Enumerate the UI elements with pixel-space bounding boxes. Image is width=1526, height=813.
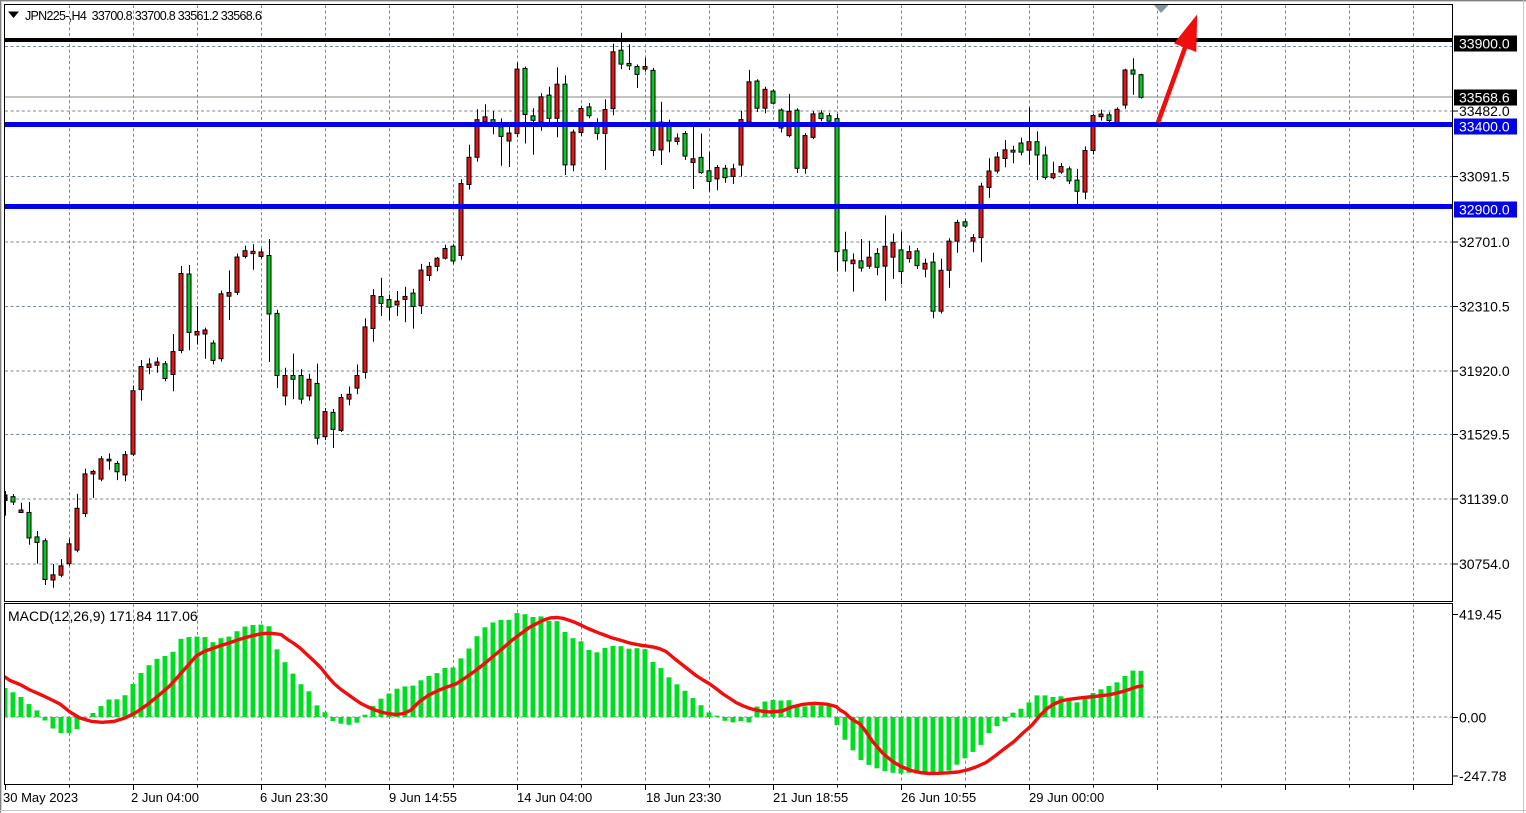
svg-text:MACD(12,26,9) 171.84 117.06: MACD(12,26,9) 171.84 117.06: [8, 608, 198, 624]
svg-text:9 Jun 14:55: 9 Jun 14:55: [389, 790, 457, 805]
svg-text:-247.78: -247.78: [1459, 768, 1507, 784]
svg-text:0.00: 0.00: [1459, 710, 1486, 726]
svg-text:29 Jun 00:00: 29 Jun 00:00: [1029, 790, 1104, 805]
svg-text:33091.5: 33091.5: [1459, 169, 1510, 185]
svg-text:33400.0: 33400.0: [1459, 119, 1510, 135]
svg-text:419.45: 419.45: [1459, 607, 1502, 623]
svg-text:32900.0: 32900.0: [1459, 202, 1510, 218]
svg-text:32310.5: 32310.5: [1459, 299, 1510, 315]
svg-text:31920.0: 31920.0: [1459, 363, 1510, 379]
svg-text:JPN225-,H4 33700.8 33700.8 33: JPN225-,H4 33700.8 33700.8 33561.2 33568…: [25, 9, 262, 23]
svg-text:2 Jun 04:00: 2 Jun 04:00: [131, 790, 199, 805]
svg-text:31529.5: 31529.5: [1459, 427, 1510, 443]
svg-text:30754.0: 30754.0: [1459, 556, 1510, 572]
svg-text:30 May 2023: 30 May 2023: [3, 790, 78, 805]
svg-text:21 Jun 18:55: 21 Jun 18:55: [773, 790, 848, 805]
svg-text:32701.0: 32701.0: [1459, 234, 1510, 250]
svg-text:33900.0: 33900.0: [1459, 36, 1510, 52]
svg-text:31139.0: 31139.0: [1459, 491, 1509, 507]
svg-text:6 Jun 23:30: 6 Jun 23:30: [260, 790, 328, 805]
svg-text:33482.0: 33482.0: [1459, 103, 1510, 119]
svg-text:14 Jun 04:00: 14 Jun 04:00: [517, 790, 592, 805]
svg-text:26 Jun 10:55: 26 Jun 10:55: [901, 790, 976, 805]
svg-text:33568.6: 33568.6: [1459, 90, 1510, 106]
svg-text:18 Jun 23:30: 18 Jun 23:30: [646, 790, 721, 805]
